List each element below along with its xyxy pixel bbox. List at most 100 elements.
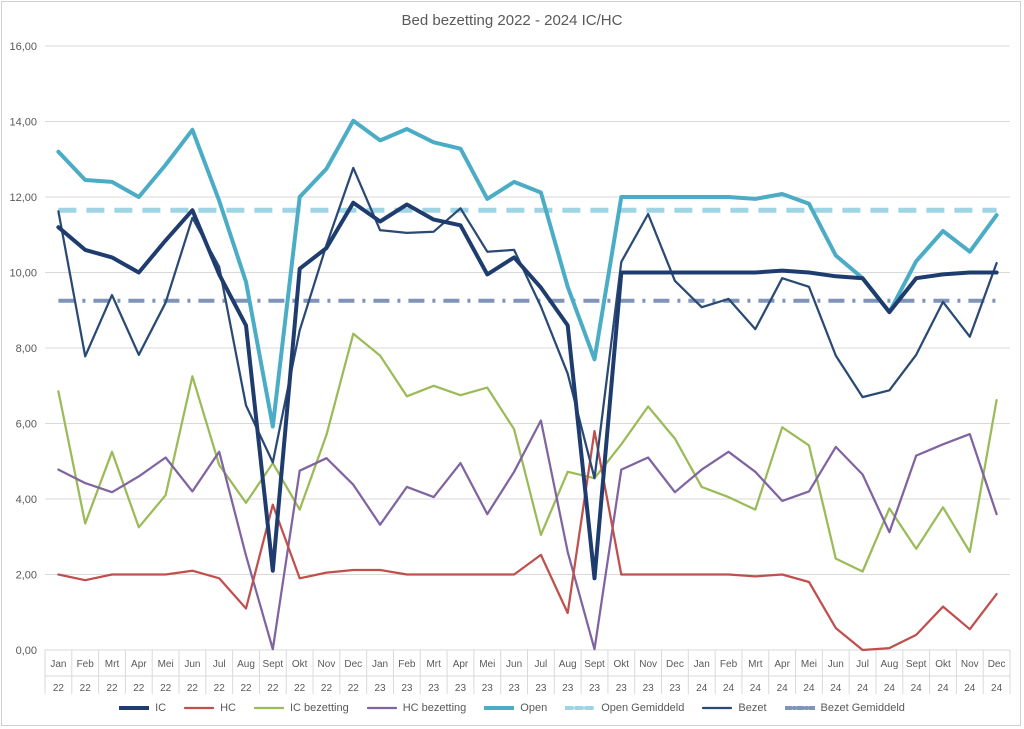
x-tick-month: Feb xyxy=(398,659,416,670)
x-tick-year: 24 xyxy=(964,683,976,694)
x-tick-month: Aug xyxy=(880,659,898,670)
legend-label: Open Gemiddeld xyxy=(601,702,685,714)
x-tick-year: 22 xyxy=(294,683,306,694)
x-tick-month: Jul xyxy=(213,659,226,670)
legend-swatch xyxy=(366,706,397,710)
x-tick-year: 22 xyxy=(53,683,65,694)
x-tick-year: 24 xyxy=(884,683,896,694)
x-tick-month: Feb xyxy=(720,659,738,670)
x-tick-year: 23 xyxy=(401,683,413,694)
x-tick-year: 23 xyxy=(375,683,387,694)
x-tick-month: Jan xyxy=(372,659,388,670)
y-axis-labels: 0,00 2,00 4,00 6,00 8,00 10,00 12,00 14,00 16,00 xyxy=(9,41,37,657)
x-tick-year: 24 xyxy=(696,683,708,694)
x-tick-month: Mei xyxy=(479,659,495,670)
x-tick-month: Nov xyxy=(961,659,979,670)
x-tick-month: Sept xyxy=(263,659,284,670)
y-tick-label: 2,00 xyxy=(16,570,37,582)
x-tick-month: Apr xyxy=(774,659,790,670)
x-tick-month: Mei xyxy=(158,659,174,670)
y-tick-label: 10,00 xyxy=(9,268,37,280)
x-tick-month: Feb xyxy=(77,659,95,670)
x-tick-year: 22 xyxy=(240,683,252,694)
x-tick-year: 22 xyxy=(348,683,360,694)
x-tick-year: 23 xyxy=(589,683,601,694)
legend-label: Bezet Gemiddeld xyxy=(820,702,905,714)
legend-label: Open xyxy=(520,702,548,714)
legend-swatch xyxy=(784,706,815,710)
y-tick-label: 12,00 xyxy=(9,192,37,204)
x-tick-month: Mrt xyxy=(426,659,441,670)
x-tick-year: 22 xyxy=(214,683,226,694)
x-tick-month: Aug xyxy=(237,659,255,670)
x-tick-year: 23 xyxy=(428,683,440,694)
x-tick-year: 22 xyxy=(106,683,118,694)
x-tick-month: Sept xyxy=(906,659,927,670)
legend-item: Open xyxy=(484,702,547,714)
x-tick-year: 24 xyxy=(777,683,789,694)
chart-title: Bed bezetting 2022 - 2024 IC/HC xyxy=(401,12,623,29)
legend: IC HC IC bezetting HC bezetting Open Open Gem… xyxy=(0,702,1024,714)
x-tick-month: Jun xyxy=(828,659,844,670)
x-tick-month: Dec xyxy=(666,659,684,670)
x-tick-year: 22 xyxy=(160,683,172,694)
x-tick-month: Jul xyxy=(856,659,869,670)
x-tick-month: Mei xyxy=(801,659,817,670)
x-tick-year: 22 xyxy=(80,683,92,694)
series-line-open xyxy=(56,118,999,429)
x-axis: Jan 22 Feb 22 Mrt 22 Apr 22 Mei 22 Jun 22 Jul 22 Aug 22… xyxy=(44,649,1011,694)
legend-item: IC bezetting xyxy=(253,702,349,714)
x-tick-year: 22 xyxy=(187,683,199,694)
gridlines xyxy=(45,45,1010,651)
legend-swatch xyxy=(484,706,515,710)
x-tick-year: 23 xyxy=(455,683,467,694)
legend-item: Bezet Gemiddeld xyxy=(784,702,905,714)
legend-item: IC xyxy=(119,702,166,714)
legend-swatch xyxy=(565,706,596,710)
x-tick-year: 22 xyxy=(133,683,145,694)
x-tick-year: 24 xyxy=(937,683,949,694)
y-tick-label: 14,00 xyxy=(9,117,37,129)
x-tick-year: 24 xyxy=(750,683,762,694)
legend-label: IC xyxy=(155,702,167,714)
legend-swatch xyxy=(253,706,284,710)
legend-swatch xyxy=(184,706,215,710)
x-tick-year: 23 xyxy=(643,683,655,694)
legend-item: Open Gemiddeld xyxy=(565,702,684,714)
legend-label: HC bezetting xyxy=(402,702,467,714)
x-tick-year: 23 xyxy=(616,683,628,694)
x-tick-month: Okt xyxy=(292,659,308,670)
x-tick-year: 23 xyxy=(482,683,494,694)
legend-swatch xyxy=(702,706,733,710)
legend-item: Bezet xyxy=(702,702,767,714)
x-tick-month: Nov xyxy=(318,659,336,670)
series-line-ic xyxy=(56,200,999,581)
legend-label: HC xyxy=(220,702,236,714)
x-tick-year: 24 xyxy=(830,683,842,694)
x-tick-month: Okt xyxy=(614,659,630,670)
x-tick-year: 24 xyxy=(723,683,735,694)
x-tick-month: Mrt xyxy=(105,659,120,670)
x-tick-month: Sept xyxy=(584,659,605,670)
y-tick-label: 16,00 xyxy=(9,41,37,53)
x-tick-year: 23 xyxy=(535,683,547,694)
x-tick-month: Jun xyxy=(506,659,522,670)
series-line-bezet xyxy=(57,166,998,480)
x-tick-month: Jul xyxy=(535,659,548,670)
x-tick-year: 24 xyxy=(991,683,1003,694)
y-tick-label: 6,00 xyxy=(16,419,37,431)
legend-item: HC xyxy=(184,702,236,714)
x-tick-year: 23 xyxy=(562,683,574,694)
legend-item: HC bezetting xyxy=(366,702,467,714)
legend-swatch xyxy=(119,706,150,710)
y-tick-label: 0,00 xyxy=(16,645,37,657)
x-tick-month: Okt xyxy=(935,659,951,670)
series-line-hc-bezetting xyxy=(57,419,998,651)
legend-label: Bezet xyxy=(738,702,767,714)
x-tick-month: Jun xyxy=(184,659,200,670)
x-tick-month: Jan xyxy=(694,659,710,670)
x-tick-year: 24 xyxy=(911,683,923,694)
x-tick-month: Apr xyxy=(453,659,469,670)
x-tick-month: Aug xyxy=(559,659,577,670)
